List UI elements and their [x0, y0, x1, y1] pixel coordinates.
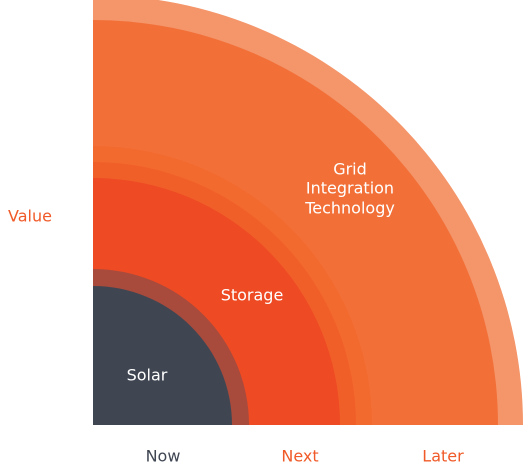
solar-area	[93, 286, 232, 425]
grid-label: Integration	[306, 179, 394, 198]
rings	[93, 0, 523, 425]
grid-label: Grid	[333, 160, 367, 179]
x-axis-label: Later	[422, 447, 464, 463]
storage-label: Storage	[221, 286, 284, 305]
y-axis-label: Value	[8, 207, 52, 226]
solar-label: Solar	[127, 366, 168, 385]
grid-label: Technology	[304, 199, 395, 218]
x-axis-label: Next	[281, 447, 318, 463]
x-axis-label: Now	[146, 447, 181, 463]
